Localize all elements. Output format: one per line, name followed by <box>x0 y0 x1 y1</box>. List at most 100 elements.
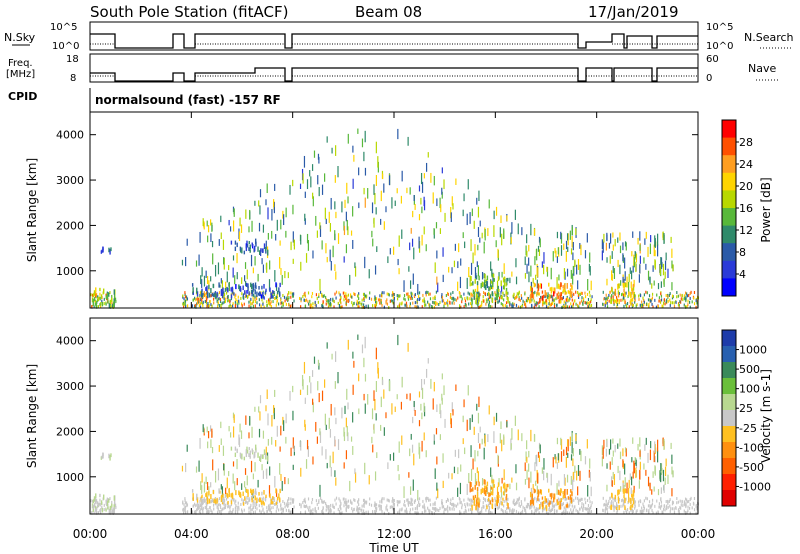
velocity-cell <box>653 450 655 463</box>
velocity-cell <box>110 453 112 458</box>
velocity-cell <box>602 496 604 500</box>
velocity-cell <box>236 508 238 512</box>
velocity-cell <box>617 490 619 496</box>
power-cell <box>657 283 660 290</box>
power-cell <box>95 302 97 308</box>
power-cell <box>669 303 671 307</box>
velocity-cell <box>406 510 408 514</box>
velocity-cell <box>95 499 98 503</box>
velocity-cell <box>577 511 579 515</box>
power-cell <box>214 291 216 295</box>
velocity-cell <box>589 500 591 504</box>
power-cell <box>109 291 111 295</box>
velocity-cell <box>631 509 634 513</box>
velocity-cell <box>630 499 632 505</box>
power-cell <box>571 226 573 235</box>
velocity-cell <box>389 454 391 461</box>
velocity-cell <box>201 499 204 504</box>
power-cell <box>353 292 355 296</box>
velocity-cell <box>284 505 286 509</box>
velocity-cell <box>201 494 203 498</box>
velocity-cell <box>427 506 429 510</box>
power-cell <box>631 251 633 257</box>
velocity-cell <box>647 504 650 508</box>
velocity-cell <box>485 486 488 493</box>
velocity-cell <box>403 486 405 498</box>
power-cell <box>213 301 215 305</box>
power-cell <box>253 293 255 297</box>
power-cell <box>479 237 481 243</box>
velocity-cell <box>311 501 313 505</box>
velocity-cell <box>340 511 342 515</box>
power-cell <box>360 302 362 306</box>
power-cell <box>254 289 256 295</box>
power-cell <box>276 290 279 294</box>
power-cell <box>364 167 367 176</box>
power-cell <box>219 297 221 301</box>
velocity-cell <box>459 482 462 495</box>
velocity-cell <box>265 494 267 498</box>
power-cell <box>257 273 259 282</box>
velocity-cell <box>244 500 247 504</box>
velocity-cell <box>346 505 348 509</box>
velocity-cell <box>408 500 410 504</box>
power-cell <box>433 301 436 305</box>
power-cell <box>519 305 522 309</box>
velocity-cell <box>496 497 498 501</box>
velocity-cell <box>207 441 209 449</box>
power-cell <box>590 303 593 307</box>
velocity-cell <box>387 498 390 502</box>
power-cell <box>328 211 330 223</box>
power-cell <box>393 296 395 300</box>
velocity-cell <box>300 505 302 509</box>
power-cell <box>620 280 622 286</box>
velocity-cell <box>310 509 312 513</box>
power-cell <box>485 284 487 291</box>
power-cell <box>564 271 566 280</box>
velocity-cell <box>575 496 577 500</box>
power-cell <box>374 265 377 275</box>
power-cell <box>375 141 377 154</box>
power-cell <box>239 246 242 251</box>
velocity-cell <box>578 498 580 502</box>
power-cell <box>196 291 199 297</box>
power-cell <box>362 305 365 309</box>
velocity-cell <box>479 499 481 503</box>
velocity-cell <box>556 437 559 445</box>
power-cell <box>254 238 257 245</box>
velocity-cell <box>557 497 559 501</box>
velocity-cell <box>552 501 554 505</box>
velocity-cell <box>322 506 324 510</box>
velocity-cell <box>182 500 184 504</box>
power-cell <box>681 293 683 297</box>
power-cell <box>610 299 612 304</box>
power-cell <box>533 282 535 288</box>
velocity-cell <box>255 503 258 507</box>
velocity-cell <box>280 474 282 481</box>
power-cell <box>272 295 274 299</box>
velocity-cell <box>553 497 555 503</box>
power-cell <box>312 192 314 199</box>
power-cell <box>491 292 494 297</box>
power-cell <box>506 296 509 300</box>
power-cell <box>562 305 564 309</box>
power-cell <box>335 211 337 219</box>
velocity-cell <box>693 496 696 500</box>
velocity-colorbar-label: Velocity [m s-1] <box>759 369 773 463</box>
power-cell <box>359 301 361 305</box>
power-cell <box>300 299 302 303</box>
power-cell <box>318 294 320 298</box>
velocity-cell <box>480 489 482 495</box>
power-cell <box>230 297 233 301</box>
power-cell <box>530 223 532 236</box>
velocity-cell <box>218 510 221 514</box>
power-cell <box>653 244 655 257</box>
velocity-cell <box>540 501 542 505</box>
velocity-cell <box>235 499 237 503</box>
power-cell <box>316 296 318 300</box>
velocity-cell <box>432 502 434 506</box>
velocity-cell <box>577 465 580 476</box>
power-cell <box>639 303 641 307</box>
power-cell <box>285 302 287 306</box>
